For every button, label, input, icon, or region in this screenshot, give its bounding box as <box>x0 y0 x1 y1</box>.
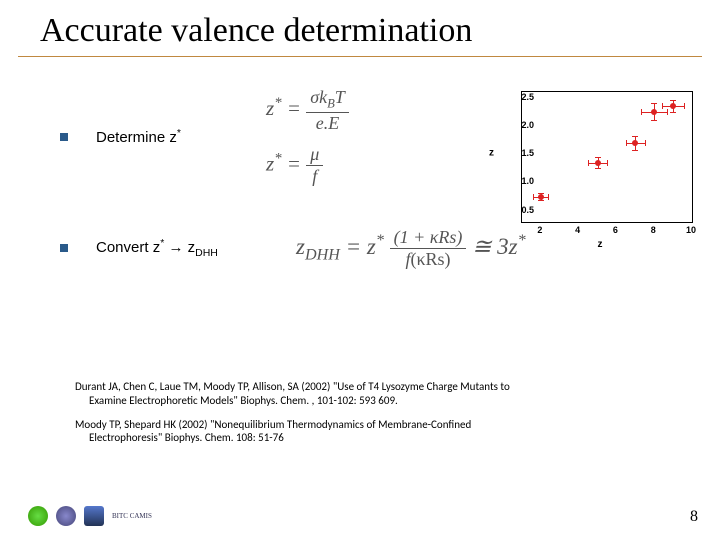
reference-1: Durant JA, Chen C, Laue TM, Moody TP, Al… <box>75 380 545 408</box>
row1-label: Determine z* <box>96 127 236 146</box>
bullet-icon <box>60 133 68 141</box>
logo-icon <box>28 506 48 526</box>
logo-icon <box>84 506 104 526</box>
y-axis-label: z <box>489 148 494 159</box>
equation-z-sigma: z* = σkBT e.E <box>266 87 349 134</box>
logo-icon <box>56 506 76 526</box>
scatter-chart: z z 2.52.01.51.00.5 246810 <box>485 85 710 255</box>
logo-text: BITC CAMIS <box>112 513 152 520</box>
x-axis-label: z <box>598 239 603 250</box>
bullet-icon <box>60 244 68 252</box>
slide-title: Accurate valence determination <box>40 12 472 49</box>
reference-2: Moody TP, Shepard HK (2002) "Nonequilibr… <box>75 418 545 446</box>
equation-z-mu: z* = μ f <box>266 144 349 187</box>
footer-logos: BITC CAMIS <box>28 506 152 526</box>
row2-label: Convert z* → zDHH <box>96 237 236 259</box>
references: Durant JA, Chen C, Laue TM, Moody TP, Al… <box>75 380 545 455</box>
page-number: 8 <box>690 508 698 526</box>
